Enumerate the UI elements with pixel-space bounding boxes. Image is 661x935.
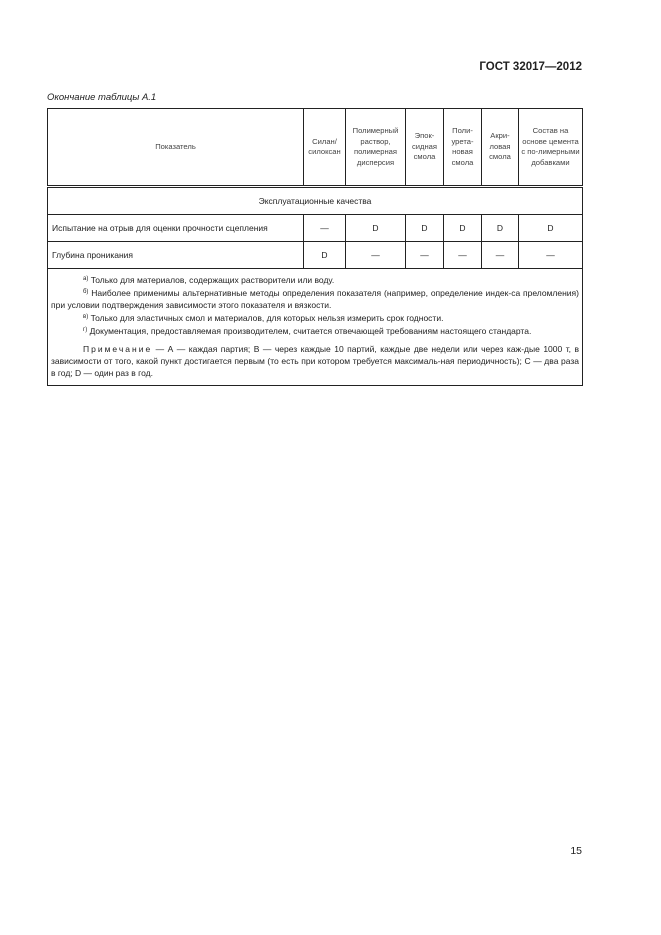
table-cell: — — [303, 214, 346, 242]
standard-header: ГОСТ 32017—2012 — [479, 61, 582, 73]
table-cell: — — [405, 241, 444, 269]
footnotes: а) Только для материалов, содержащих рас… — [47, 268, 583, 386]
column-header: Полимерный раствор, полимерная дисперсия — [345, 108, 406, 188]
footnote: а) Только для материалов, содержащих рас… — [83, 275, 335, 285]
column-header: Силан/ силоксан — [303, 108, 346, 188]
table-row: Испытание на отрыв для оценки прочности … — [47, 214, 583, 242]
table-cell: D — [345, 214, 406, 242]
table-cell: D — [443, 214, 482, 242]
table-caption: Окончание таблицы А.1 — [47, 92, 157, 103]
table-cell: D — [518, 214, 583, 242]
table-cell: — — [518, 241, 583, 269]
table-cell: D — [303, 241, 346, 269]
footnote: б) Наиболее применимы альтернативные мет… — [51, 288, 579, 310]
footnote: г) Документация, предоставляемая произво… — [83, 326, 532, 336]
table-cell: D — [481, 214, 519, 242]
page-number: 15 — [570, 845, 582, 857]
column-header: Акри-ловая смола — [481, 108, 519, 188]
table-row: Глубина проникания D — — — — — — [47, 241, 583, 269]
table-cell: — — [481, 241, 519, 269]
footnote: в) Только для эластичных смол и материал… — [83, 313, 444, 323]
table-a1: Показатель Силан/ силоксан Полимерный ра… — [47, 108, 583, 386]
table-cell: Глубина проникания — [47, 241, 304, 269]
section-row: Эксплуатационные качества — [47, 186, 583, 215]
column-header: Показатель — [47, 108, 304, 188]
column-header: Поли-урета-новая смола — [443, 108, 482, 188]
table-cell: Испытание на отрыв для оценки прочности … — [47, 214, 304, 242]
table-cell: D — [405, 214, 444, 242]
column-header: Эпок-сидная смола — [405, 108, 444, 188]
table-cell: — — [345, 241, 406, 269]
table-cell: — — [443, 241, 482, 269]
header-row: Показатель Силан/ силоксан Полимерный ра… — [47, 108, 583, 188]
column-header: Состав на основе цемента с по-лимерными … — [518, 108, 583, 188]
note: Примечание — А — каждая партия; В — чере… — [51, 344, 579, 378]
